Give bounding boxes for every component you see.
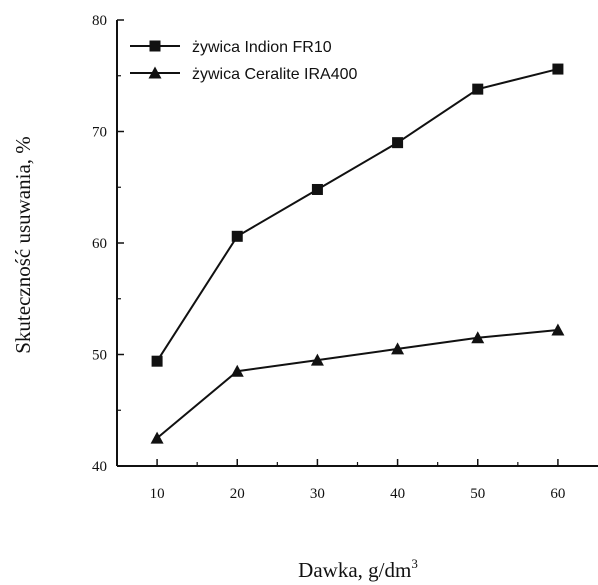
data-point xyxy=(150,431,164,444)
x-tick-label: 40 xyxy=(390,486,405,502)
y-tick-label: 70 xyxy=(92,125,107,141)
y-tick-label: 80 xyxy=(92,13,107,29)
data-point xyxy=(471,331,485,344)
data-point xyxy=(311,183,323,195)
series-2 xyxy=(150,323,565,444)
legend-label: żywica Ceralite IRA400 xyxy=(192,66,358,83)
x-axis-title-main: Dawka, g/dm xyxy=(298,558,411,582)
x-axis-title: Dawka, g/dm3 xyxy=(298,556,418,582)
series-line xyxy=(156,328,559,439)
data-point xyxy=(552,63,564,75)
legend-marker xyxy=(149,40,161,52)
data-point xyxy=(151,355,163,367)
legend-label: żywica Indion FR10 xyxy=(192,39,332,56)
data-point xyxy=(230,364,244,377)
legend-marker xyxy=(148,66,162,79)
axis-ticks: 40 50 60 70 80 10 20 30 40 50 60 xyxy=(92,13,565,502)
x-tick-label: 60 xyxy=(550,486,565,502)
axes xyxy=(116,20,598,467)
data-series xyxy=(150,63,565,444)
y-tick-label: 60 xyxy=(92,236,107,252)
data-point xyxy=(391,342,405,355)
x-tick-label: 10 xyxy=(150,486,165,502)
y-tick-label: 40 xyxy=(92,459,107,475)
data-point xyxy=(551,323,565,336)
series-line xyxy=(156,68,559,362)
x-axis-title-superscript: 3 xyxy=(411,556,418,571)
y-tick-label: 50 xyxy=(92,348,107,364)
data-point xyxy=(310,353,324,366)
legend-item: żywica Ceralite IRA400 xyxy=(130,66,358,83)
legend: żywica Indion FR10 żywica Ceralite IRA400 xyxy=(130,39,358,83)
y-axis-title: Skuteczność usuwania, % xyxy=(11,136,35,354)
data-point xyxy=(392,137,404,149)
series-1 xyxy=(151,63,564,367)
data-point xyxy=(472,83,484,95)
data-point xyxy=(231,230,243,242)
legend-item: żywica Indion FR10 xyxy=(130,39,332,56)
x-tick-label: 20 xyxy=(230,486,245,502)
x-tick-label: 50 xyxy=(470,486,485,502)
x-tick-label: 30 xyxy=(310,486,325,502)
